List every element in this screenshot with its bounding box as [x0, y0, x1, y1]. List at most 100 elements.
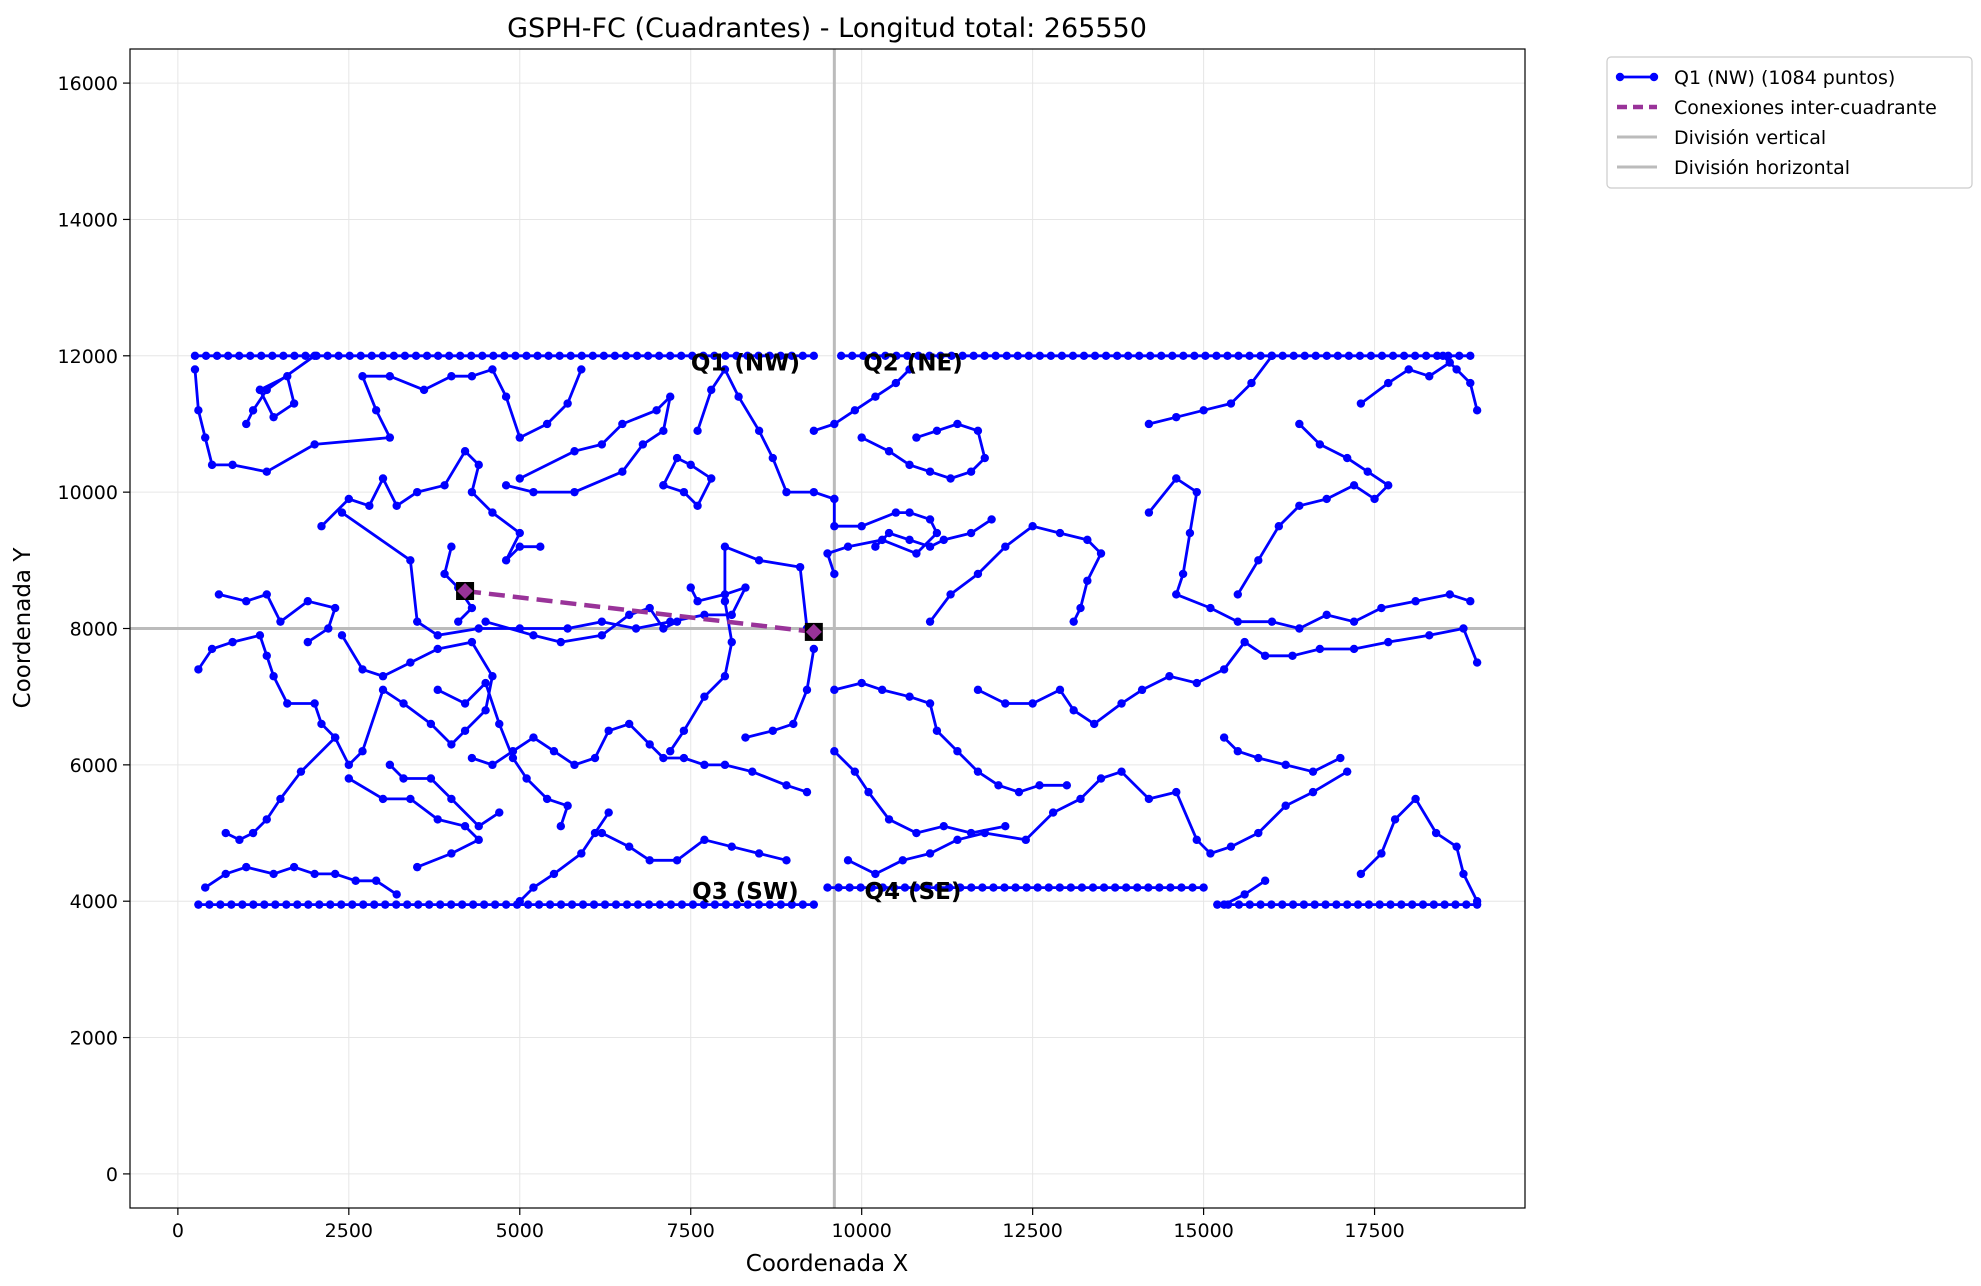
route-point [402, 900, 412, 909]
route-point [720, 597, 730, 606]
route-point [304, 900, 313, 909]
route-point [371, 876, 381, 885]
route-point [809, 487, 819, 497]
route-point [867, 883, 876, 892]
route-point [508, 747, 518, 756]
route-point [440, 481, 449, 490]
route-point [515, 528, 524, 538]
y-tick-label: 6000 [70, 755, 118, 777]
inter-quadrant-connection [464, 588, 815, 635]
route-point [1281, 760, 1290, 770]
route-point [1112, 351, 1122, 360]
route-point [1445, 590, 1454, 599]
route-point [1219, 733, 1229, 742]
route-point [279, 351, 288, 360]
route-point [871, 542, 880, 551]
route-point [830, 494, 839, 504]
route-point [973, 426, 983, 435]
route-point [433, 815, 442, 824]
route-point [1172, 474, 1181, 483]
route-point [776, 900, 786, 909]
route-point [857, 678, 866, 688]
route-point [864, 787, 873, 797]
y-tick-label: 2000 [70, 1028, 118, 1050]
route-point [1431, 828, 1441, 838]
route-point [221, 869, 230, 879]
route-point [578, 900, 588, 909]
route-point [1267, 351, 1277, 360]
route-point [447, 740, 456, 749]
route-point [1055, 528, 1065, 538]
connection-end-diamond [805, 623, 822, 640]
route-point [446, 900, 456, 909]
route-point [1146, 351, 1155, 360]
route-point [1472, 897, 1482, 906]
route-point [501, 900, 511, 909]
route-point [1260, 876, 1270, 885]
route-point [248, 406, 258, 415]
route-point [659, 624, 668, 633]
route-point [679, 753, 689, 763]
legend-item: División horizontal [1617, 157, 1850, 179]
route-point [721, 900, 731, 909]
route-point [925, 849, 935, 858]
route-point [1172, 590, 1181, 599]
route-point [843, 542, 853, 551]
legend-label: Conexiones inter-cuadrante [1674, 97, 1937, 119]
route-point [925, 515, 935, 524]
route-point [845, 883, 854, 892]
route-point [850, 767, 860, 776]
route-point [1366, 351, 1376, 360]
route-point [1451, 900, 1460, 909]
route-point [1455, 351, 1464, 360]
route-point [385, 372, 395, 381]
chart-title: GSPH-FC (Cuadrantes) - Longitud total: 2… [507, 13, 1147, 44]
route-point [686, 583, 695, 592]
route-point [754, 556, 764, 565]
route-point [1288, 651, 1297, 660]
route-point [426, 719, 436, 729]
route-point [1322, 610, 1331, 620]
route-point [515, 897, 524, 906]
route-point [727, 610, 736, 620]
legend-label: Q1 (NW) (1084 puntos) [1674, 67, 1895, 89]
route-point [830, 685, 839, 695]
route-point [848, 351, 857, 360]
route-point [1440, 900, 1449, 909]
route-point [269, 869, 278, 879]
legend-label: División horizontal [1674, 157, 1850, 179]
route-point [1404, 365, 1413, 374]
route-point [577, 365, 586, 374]
route-point [588, 351, 598, 360]
x-axis-label: Coordenada X [746, 1251, 909, 1277]
route-point [1035, 781, 1044, 790]
route-point [754, 426, 764, 435]
route-point [1057, 351, 1067, 360]
route-point [666, 392, 675, 401]
route-point [1233, 617, 1242, 626]
route-point [467, 487, 477, 497]
route-line [505, 395, 672, 494]
route-point [1240, 890, 1249, 899]
route-point [1048, 808, 1058, 817]
route-point [378, 474, 388, 483]
route-point [392, 890, 401, 899]
route-point [925, 542, 935, 551]
route-point [870, 351, 879, 360]
route-point [933, 883, 943, 892]
route-point [310, 699, 319, 708]
route-point [447, 372, 456, 381]
route-point [533, 351, 542, 360]
route-point [590, 828, 600, 838]
route-point [859, 351, 868, 360]
route-point [433, 351, 443, 360]
route-point [1055, 685, 1065, 695]
route-point [359, 900, 368, 909]
route-point [1254, 753, 1263, 763]
route-point [1466, 351, 1475, 360]
route-point [282, 900, 291, 909]
route-point [515, 474, 524, 483]
series-group [190, 351, 1482, 909]
route-point [700, 835, 709, 845]
